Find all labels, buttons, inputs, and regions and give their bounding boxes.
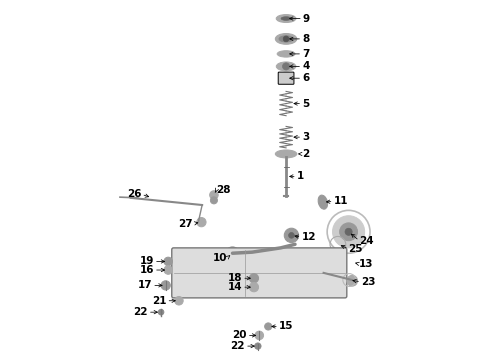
Circle shape [255, 331, 264, 340]
Ellipse shape [279, 36, 293, 42]
Text: 3: 3 [302, 132, 309, 142]
Text: 10: 10 [213, 253, 227, 263]
Circle shape [284, 228, 298, 243]
Circle shape [347, 275, 358, 286]
Text: 20: 20 [232, 330, 247, 341]
Circle shape [283, 63, 290, 70]
Text: 5: 5 [302, 99, 309, 109]
Ellipse shape [277, 51, 295, 57]
Circle shape [164, 257, 172, 266]
Text: 25: 25 [348, 244, 363, 253]
Text: 4: 4 [302, 62, 310, 71]
Circle shape [164, 266, 172, 274]
Ellipse shape [275, 150, 297, 158]
Text: 17: 17 [138, 280, 152, 291]
Circle shape [333, 216, 365, 248]
Text: 7: 7 [302, 49, 310, 59]
FancyBboxPatch shape [278, 72, 294, 84]
FancyBboxPatch shape [172, 248, 347, 298]
Circle shape [289, 233, 294, 238]
Text: 12: 12 [301, 232, 316, 242]
Text: 22: 22 [133, 307, 148, 317]
Text: 8: 8 [302, 34, 309, 44]
Text: 28: 28 [217, 185, 231, 195]
Ellipse shape [281, 17, 291, 20]
Circle shape [210, 191, 218, 199]
Circle shape [345, 228, 352, 235]
Circle shape [249, 283, 259, 292]
Circle shape [197, 217, 206, 227]
Text: 2: 2 [302, 149, 309, 159]
Circle shape [161, 281, 171, 290]
Circle shape [210, 197, 218, 204]
Circle shape [226, 247, 239, 260]
Text: 22: 22 [230, 341, 245, 351]
Text: 16: 16 [140, 265, 154, 275]
Circle shape [265, 323, 272, 330]
Circle shape [249, 274, 259, 283]
Text: 1: 1 [297, 171, 304, 181]
Text: 19: 19 [140, 256, 154, 266]
Ellipse shape [318, 195, 328, 209]
Circle shape [283, 36, 289, 42]
Ellipse shape [275, 33, 297, 44]
Ellipse shape [276, 62, 296, 71]
Text: 11: 11 [334, 197, 348, 206]
Text: 15: 15 [279, 321, 294, 332]
Text: 24: 24 [359, 236, 374, 246]
Text: 23: 23 [361, 277, 376, 287]
Circle shape [255, 343, 261, 349]
Text: 13: 13 [359, 259, 374, 269]
Circle shape [340, 223, 358, 241]
Circle shape [158, 309, 164, 315]
Text: 27: 27 [178, 219, 193, 229]
Text: 9: 9 [303, 14, 310, 23]
Text: 6: 6 [302, 73, 309, 83]
Text: 21: 21 [152, 296, 167, 306]
Text: 18: 18 [228, 273, 242, 283]
Text: 26: 26 [127, 189, 142, 199]
Circle shape [174, 296, 183, 305]
Ellipse shape [276, 15, 296, 22]
Text: 14: 14 [227, 282, 242, 292]
Circle shape [229, 249, 236, 257]
